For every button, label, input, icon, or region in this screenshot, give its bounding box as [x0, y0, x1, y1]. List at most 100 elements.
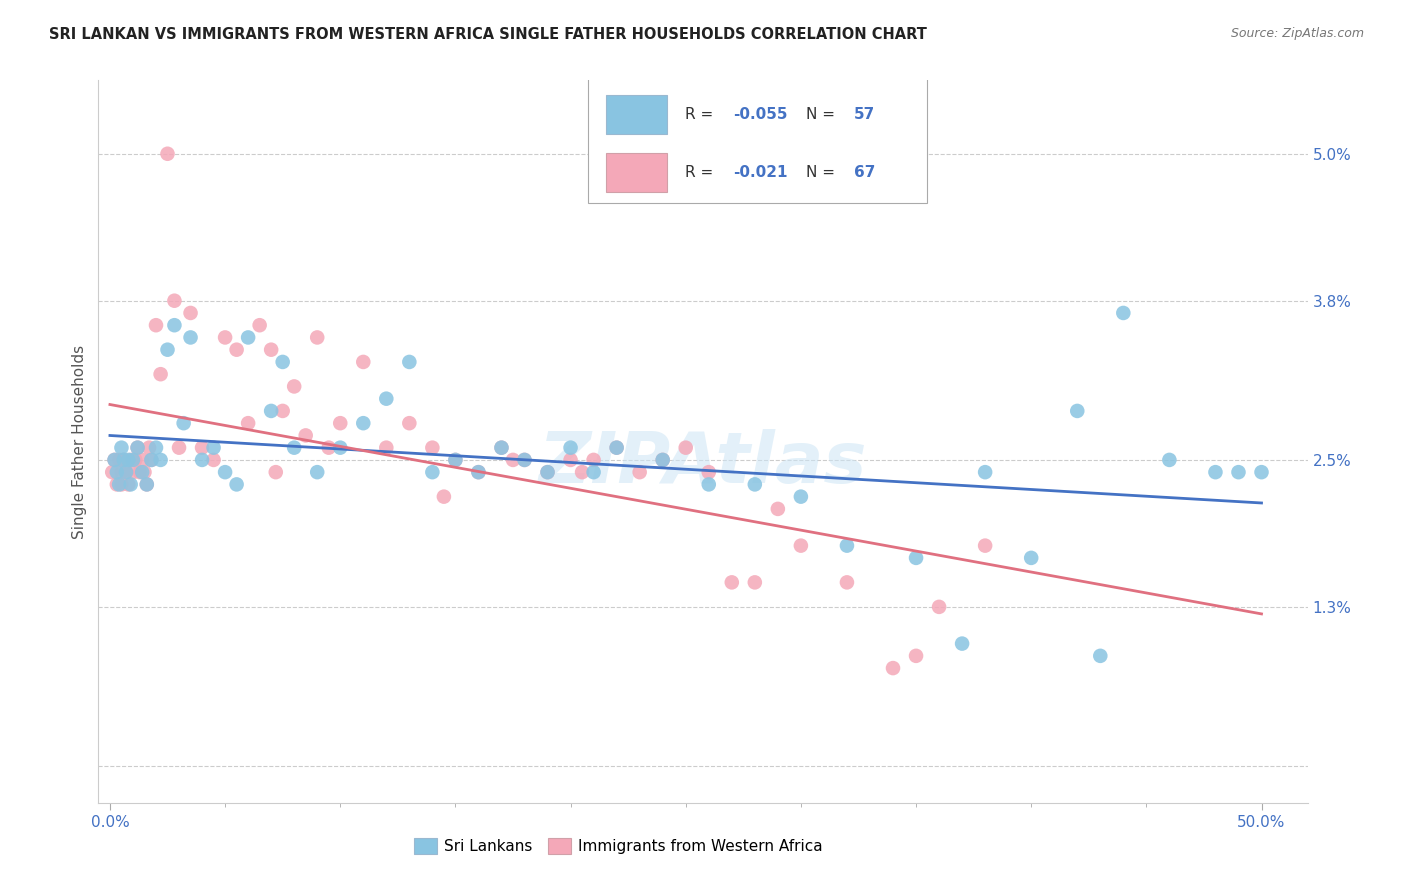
Point — [202, 441, 225, 455]
Point — [283, 441, 305, 455]
Point — [103, 453, 125, 467]
Point — [790, 539, 813, 553]
Point — [352, 416, 374, 430]
Point — [720, 575, 742, 590]
Point — [307, 330, 329, 344]
Point — [127, 441, 149, 455]
Point — [214, 465, 236, 479]
Point — [141, 453, 163, 467]
Point — [236, 330, 259, 344]
Point — [329, 416, 352, 430]
Point — [264, 465, 287, 479]
Point — [103, 453, 125, 467]
Text: ZIPAtlas: ZIPAtlas — [538, 429, 868, 498]
Point — [131, 465, 153, 479]
Point — [260, 404, 283, 418]
Point — [108, 477, 131, 491]
Point — [974, 465, 997, 479]
Point — [697, 477, 720, 491]
Point — [127, 441, 149, 455]
Point — [260, 343, 283, 357]
Point — [108, 453, 131, 467]
Point — [766, 502, 789, 516]
Point — [536, 465, 558, 479]
Point — [571, 465, 593, 479]
Point — [1159, 453, 1181, 467]
Point — [422, 441, 444, 455]
Text: 67: 67 — [855, 165, 876, 180]
Point — [138, 441, 160, 455]
Point — [835, 575, 858, 590]
Point — [117, 453, 139, 467]
Point — [444, 453, 467, 467]
Point — [606, 441, 628, 455]
Point — [124, 453, 146, 467]
Point — [271, 355, 294, 369]
Point — [1204, 465, 1226, 479]
Point — [560, 441, 582, 455]
Point — [467, 465, 489, 479]
Point — [882, 661, 904, 675]
Point — [191, 441, 214, 455]
Point — [135, 477, 157, 491]
Point — [974, 539, 997, 553]
Text: N =: N = — [806, 107, 839, 122]
Point — [675, 441, 697, 455]
Point — [156, 343, 179, 357]
Point — [329, 441, 352, 455]
Point — [790, 490, 813, 504]
Point — [1227, 465, 1250, 479]
Point — [101, 465, 124, 479]
Point — [536, 465, 558, 479]
Point — [202, 453, 225, 467]
Point — [180, 330, 202, 344]
Point — [1112, 306, 1135, 320]
Point — [249, 318, 271, 333]
Point — [271, 404, 294, 418]
Point — [141, 453, 163, 467]
Point — [433, 490, 456, 504]
Point — [131, 453, 153, 467]
Text: SRI LANKAN VS IMMIGRANTS FROM WESTERN AFRICA SINGLE FATHER HOUSEHOLDS CORRELATIO: SRI LANKAN VS IMMIGRANTS FROM WESTERN AF… — [49, 27, 927, 42]
Legend: Sri Lankans, Immigrants from Western Africa: Sri Lankans, Immigrants from Western Afr… — [408, 832, 830, 860]
Point — [180, 306, 202, 320]
Point — [110, 441, 132, 455]
Point — [651, 453, 673, 467]
Point — [167, 441, 190, 455]
Text: N =: N = — [806, 165, 839, 180]
Point — [318, 441, 340, 455]
Point — [105, 465, 128, 479]
Point — [110, 477, 132, 491]
Point — [122, 453, 145, 467]
FancyBboxPatch shape — [606, 153, 666, 193]
Point — [156, 146, 179, 161]
Point — [149, 367, 172, 381]
Point — [375, 392, 398, 406]
Point — [628, 465, 651, 479]
Text: -0.021: -0.021 — [734, 165, 787, 180]
Point — [1090, 648, 1112, 663]
Point — [163, 318, 186, 333]
Point — [835, 539, 858, 553]
Point — [905, 550, 928, 565]
Point — [191, 453, 214, 467]
Point — [112, 453, 135, 467]
Point — [236, 416, 259, 430]
Point — [560, 453, 582, 467]
Point — [444, 453, 467, 467]
Y-axis label: Single Father Households: Single Father Households — [72, 344, 87, 539]
Point — [467, 465, 489, 479]
Point — [905, 648, 928, 663]
Text: R =: R = — [685, 165, 718, 180]
Point — [928, 599, 950, 614]
Point — [398, 355, 420, 369]
Point — [117, 477, 139, 491]
Point — [173, 416, 195, 430]
Text: -0.055: -0.055 — [734, 107, 787, 122]
Point — [128, 465, 150, 479]
Point — [120, 453, 142, 467]
Point — [491, 441, 513, 455]
Point — [115, 465, 138, 479]
Point — [115, 465, 138, 479]
Point — [375, 441, 398, 455]
